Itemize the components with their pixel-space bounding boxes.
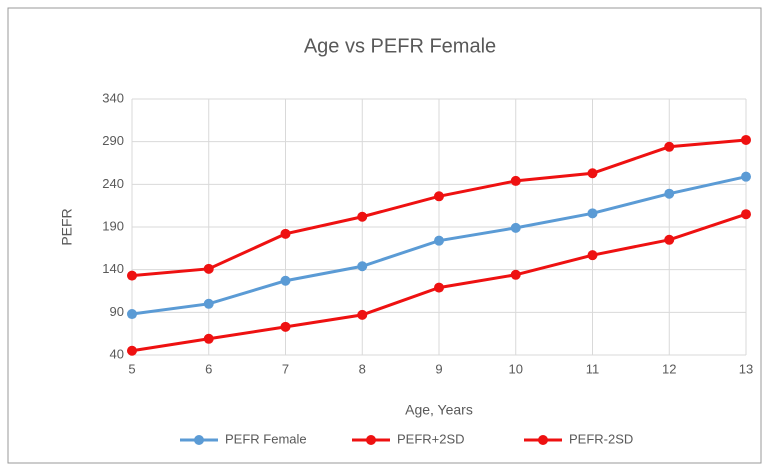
data-point (280, 275, 291, 286)
x-tick-label: 12 (662, 361, 676, 376)
data-point (203, 333, 214, 344)
data-point (587, 250, 598, 261)
x-tick-label: 11 (586, 361, 600, 376)
data-point (510, 222, 521, 233)
legend-label: PEFR-2SD (569, 431, 633, 446)
data-point (127, 345, 137, 356)
data-point (127, 309, 137, 320)
legend-marker (366, 435, 376, 445)
x-tick-label: 13 (739, 361, 753, 376)
data-point (357, 261, 368, 272)
legend-marker (538, 435, 548, 445)
data-point (741, 134, 751, 145)
x-tick-label: 6 (205, 361, 212, 376)
data-point (510, 175, 521, 186)
data-point (280, 321, 291, 332)
y-tick-label: 40 (110, 346, 124, 361)
y-tick-label: 240 (102, 176, 124, 191)
data-point (203, 263, 214, 274)
data-point (510, 269, 521, 280)
data-point (357, 211, 368, 222)
data-point (357, 309, 368, 320)
x-tick-label: 10 (509, 361, 523, 376)
y-tick-label: 140 (102, 261, 124, 276)
data-point (434, 235, 444, 246)
data-point (664, 188, 675, 199)
data-point (203, 298, 214, 309)
y-tick-label: 190 (102, 218, 124, 233)
y-tick-label: 290 (102, 133, 124, 148)
data-point (127, 270, 137, 281)
x-tick-label: 8 (359, 361, 366, 376)
x-axis-label: Age, Years (405, 402, 473, 418)
data-point (587, 168, 598, 179)
chart-title: Age vs PEFR Female (304, 35, 496, 57)
x-tick-label: 5 (128, 361, 135, 376)
data-point (434, 282, 444, 293)
x-tick-label: 9 (435, 361, 442, 376)
legend-label: PEFR Female (225, 431, 307, 446)
legend-label: PEFR+2SD (397, 431, 465, 446)
data-point (434, 191, 444, 202)
data-point (741, 171, 751, 182)
data-point (587, 208, 598, 219)
x-tick-label: 7 (282, 361, 289, 376)
y-tick-label: 90 (110, 304, 124, 319)
data-point (280, 228, 291, 239)
y-tick-label: 340 (102, 90, 124, 105)
data-point (664, 141, 675, 152)
data-point (664, 234, 675, 245)
legend-marker (194, 435, 204, 445)
chart-frame (7, 7, 762, 464)
data-point (741, 209, 751, 220)
y-axis-label: PEFR (59, 208, 75, 245)
